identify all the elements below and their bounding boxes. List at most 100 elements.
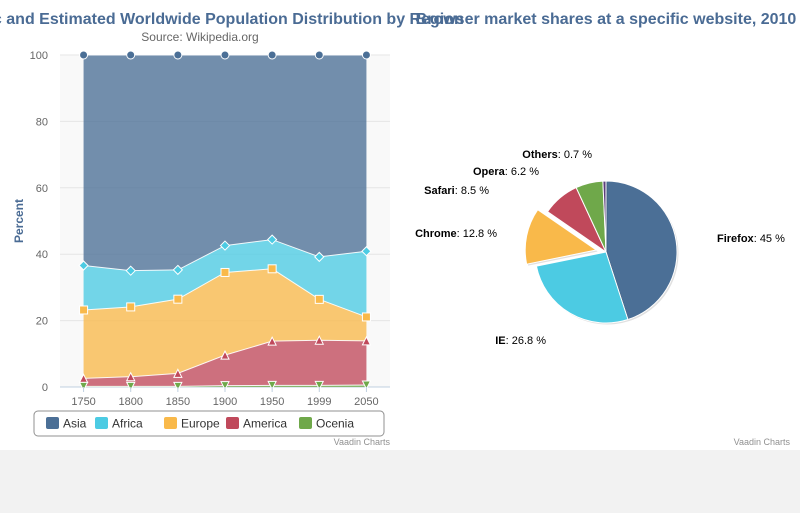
area-chart-subtitle: Source: Wikipedia.org <box>141 30 258 44</box>
area-point-europe[interactable] <box>173 294 183 304</box>
area-point-europe[interactable] <box>314 294 324 304</box>
area-x-ticks: 1750 1800 1850 1900 1950 1999 2050 <box>71 387 379 408</box>
area-point-america[interactable] <box>267 336 277 346</box>
area-point-asia[interactable] <box>361 50 371 60</box>
pie-label-name: Firefox <box>717 233 755 245</box>
area-point-america[interactable] <box>220 350 230 360</box>
area-x-tick-label: 1750 <box>71 396 95 408</box>
area-point-asia[interactable] <box>126 50 136 60</box>
area-point-america[interactable] <box>125 371 136 382</box>
pie-label-name: Chrome <box>415 228 457 240</box>
area-point-africa[interactable] <box>78 260 89 271</box>
pie-credits[interactable]: Vaadin Charts <box>734 437 791 447</box>
pie-labels: Firefox: 45 % IE: 26.8 % Chrome: 12.8 % Saf… <box>415 149 785 347</box>
area-point-ocenia[interactable] <box>361 380 372 391</box>
pie-chart-title: Browser market shares at a specific webs… <box>416 11 797 28</box>
area-plot: 0 20 40 60 80 100 1750 1800 1850 1900 1950 1999 205… <box>30 50 390 408</box>
area-point-ocenia[interactable] <box>314 380 325 391</box>
area-point-asia[interactable] <box>267 50 277 60</box>
pie-label-separator: : <box>457 228 463 240</box>
pie-slice-others[interactable] <box>602 180 607 253</box>
pie-label-value: 45 % <box>760 233 785 245</box>
pie-label-separator: : <box>506 335 512 347</box>
legend-label-america[interactable]: America <box>243 417 287 431</box>
area-point-africa[interactable] <box>219 240 231 251</box>
area-point-ocenia[interactable] <box>220 381 230 391</box>
area-point-europe[interactable] <box>79 305 89 315</box>
area-point-africa[interactable] <box>172 264 184 276</box>
pie-label-ie: IE: 26.8 % <box>495 335 546 347</box>
area-x-tick-label: 2050 <box>354 396 378 408</box>
area-point-ocenia[interactable] <box>125 381 136 392</box>
area-y-tick-label: 0 <box>42 382 48 394</box>
area-point-europe[interactable] <box>267 264 277 274</box>
area-x-tick-label: 1850 <box>166 396 190 408</box>
legend-swatch-africa[interactable] <box>95 417 108 429</box>
area-point-asia[interactable] <box>79 50 89 60</box>
pie-slices <box>524 180 679 325</box>
area-x-tick-label: 1900 <box>213 396 237 408</box>
area-point-africa[interactable] <box>361 246 372 257</box>
area-point-asia[interactable] <box>173 50 183 60</box>
area-series-markers <box>78 50 372 392</box>
pie-label-chrome: Chrome: 12.8 % <box>415 228 497 240</box>
area-point-america[interactable] <box>173 368 183 378</box>
pie-label-value: 8.5 % <box>461 185 489 197</box>
area-series-fills <box>83 54 367 387</box>
charts-svg: Historic and Estimated Worldwide Populat… <box>0 11 797 447</box>
charts-canvas: Historic and Estimated Worldwide Populat… <box>0 0 800 450</box>
pie-label-name: Others <box>522 149 557 161</box>
area-point-europe[interactable] <box>220 267 230 277</box>
pie-label-opera: Opera: 6.2 % <box>473 166 539 178</box>
area-series-america[interactable] <box>83 340 367 387</box>
area-point-asia[interactable] <box>314 50 324 60</box>
area-point-africa[interactable] <box>314 251 325 263</box>
legend-swatch-asia[interactable] <box>46 417 59 429</box>
area-point-africa[interactable] <box>125 265 136 276</box>
area-y-tick-label: 100 <box>30 50 48 62</box>
area-x-tick-label: 1950 <box>260 396 284 408</box>
pie-label-name: IE <box>495 335 505 347</box>
area-point-europe[interactable] <box>126 302 136 312</box>
area-series-europe[interactable] <box>83 268 367 379</box>
pie-label-firefox: Firefox: 45 % <box>717 233 785 245</box>
area-y-tick-label: 40 <box>36 249 48 261</box>
legend-swatch-europe[interactable] <box>164 417 177 429</box>
area-y-axis-title: Percent <box>12 199 26 243</box>
area-point-ocenia[interactable] <box>267 380 277 391</box>
area-point-africa[interactable] <box>266 234 278 245</box>
area-point-america[interactable] <box>361 335 372 346</box>
pie-label-value: 0.7 % <box>564 149 592 161</box>
pie-slice-ie[interactable] <box>535 251 629 324</box>
pie-label-value: 26.8 % <box>512 335 546 347</box>
area-x-tick-label: 1999 <box>307 396 331 408</box>
area-series-asia[interactable] <box>83 55 367 271</box>
area-y-tick-label: 60 <box>36 183 48 195</box>
area-y-ticks: 0 20 40 60 80 100 <box>30 50 48 394</box>
area-y-tick-label: 20 <box>36 316 48 328</box>
area-point-ocenia[interactable] <box>78 381 89 392</box>
legend-swatch-ocenia[interactable] <box>299 417 312 429</box>
area-point-asia[interactable] <box>220 50 230 60</box>
area-x-tick-label: 1800 <box>118 396 142 408</box>
legend-label-europe[interactable]: Europe <box>181 417 220 431</box>
area-point-europe[interactable] <box>361 312 371 322</box>
pie-label-separator: : <box>558 149 564 161</box>
area-legend-box <box>33 410 385 437</box>
area-chart-title: Historic and Estimated Worldwide Populat… <box>0 11 464 28</box>
pie-label-separator: : <box>754 233 760 245</box>
legend-label-ocenia[interactable]: Ocenia <box>316 417 354 431</box>
legend-label-africa[interactable]: Africa <box>112 417 143 431</box>
pie-label-name: Opera <box>473 166 506 178</box>
pie-slice-firefox[interactable] <box>605 180 678 321</box>
area-point-ocenia[interactable] <box>173 381 183 392</box>
legend-label-asia[interactable]: Asia <box>63 417 87 431</box>
area-credits[interactable]: Vaadin Charts <box>334 437 391 447</box>
pie-label-value: 6.2 % <box>511 166 539 178</box>
legend-swatch-america[interactable] <box>226 417 239 429</box>
area-y-tick-label: 80 <box>36 116 48 128</box>
pie-label-value: 12.8 % <box>463 228 497 240</box>
area-point-america[interactable] <box>314 335 325 345</box>
pie-slice-chrome[interactable] <box>524 209 598 265</box>
area-series-africa[interactable] <box>83 239 367 317</box>
